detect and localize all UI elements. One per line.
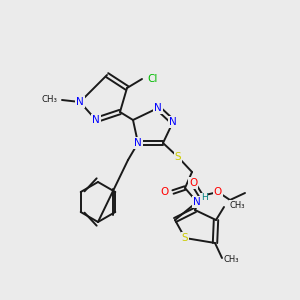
Text: N: N xyxy=(134,138,142,148)
Text: CH₃: CH₃ xyxy=(42,95,58,104)
Text: S: S xyxy=(175,152,181,162)
Text: N: N xyxy=(76,97,84,107)
Text: N: N xyxy=(193,197,201,207)
Text: O: O xyxy=(189,178,197,188)
Text: CH₃: CH₃ xyxy=(230,200,245,209)
Text: H: H xyxy=(201,194,207,202)
Text: S: S xyxy=(182,233,188,243)
Text: N: N xyxy=(92,115,100,125)
Text: N: N xyxy=(169,117,177,127)
Text: CH₃: CH₃ xyxy=(224,256,239,265)
Text: O: O xyxy=(161,187,169,197)
Text: Cl: Cl xyxy=(147,74,158,84)
Text: O: O xyxy=(214,187,222,197)
Text: N: N xyxy=(154,103,162,113)
